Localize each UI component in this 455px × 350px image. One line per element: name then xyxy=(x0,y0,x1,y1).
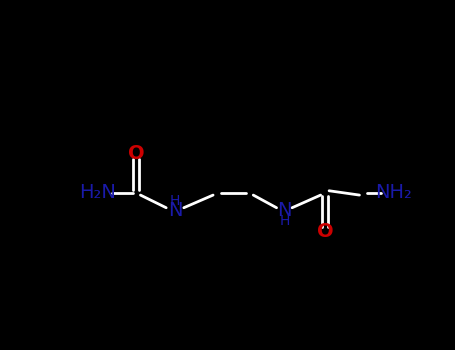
Text: H: H xyxy=(170,194,180,208)
Text: N: N xyxy=(168,201,182,220)
Text: O: O xyxy=(128,144,145,163)
Text: NH₂: NH₂ xyxy=(375,183,412,202)
Text: H: H xyxy=(279,214,289,228)
Text: N: N xyxy=(277,201,292,220)
Text: H₂N: H₂N xyxy=(79,183,116,202)
Text: O: O xyxy=(317,223,333,241)
